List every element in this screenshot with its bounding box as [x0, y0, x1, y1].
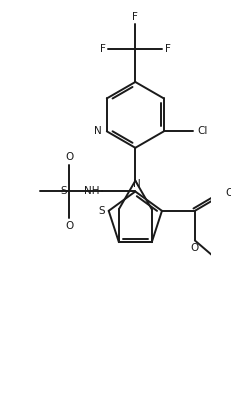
Text: O: O — [65, 152, 74, 162]
Text: Cl: Cl — [197, 126, 207, 136]
Text: N: N — [133, 179, 141, 189]
Text: S: S — [60, 187, 67, 197]
Text: F: F — [100, 44, 106, 54]
Text: N: N — [94, 126, 102, 136]
Text: O: O — [65, 221, 74, 230]
Text: F: F — [132, 12, 138, 21]
Text: F: F — [165, 44, 171, 54]
Text: S: S — [98, 206, 105, 216]
Text: O: O — [191, 243, 199, 253]
Text: O: O — [226, 188, 231, 199]
Text: NH: NH — [84, 185, 100, 196]
